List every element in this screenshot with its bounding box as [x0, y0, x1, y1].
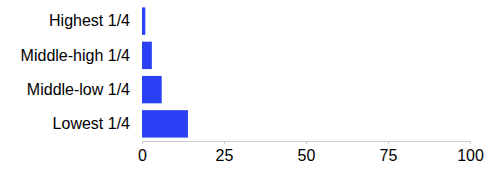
category-label: Middle-high 1/4: [21, 46, 131, 63]
bar: [142, 76, 162, 103]
category-tick: Middle-high 1/4: [21, 46, 131, 63]
category-tick: Middle-low 1/4: [27, 81, 130, 98]
category-label: Middle-low 1/4: [27, 81, 130, 98]
category-tick: Highest 1/4: [49, 12, 130, 29]
y-axis: Highest 1/4 Middle-high 1/4 Middle-low 1/4…: [21, 12, 131, 132]
tick-mark: [388, 141, 389, 144]
tick: 25: [216, 141, 234, 164]
tick: 50: [298, 141, 316, 164]
tick-label: 0: [138, 147, 147, 164]
bar: [142, 110, 188, 137]
category-tick: Lowest 1/4: [53, 115, 130, 132]
category-label: Lowest 1/4: [53, 115, 130, 132]
bars: [142, 7, 188, 137]
tick-label: 50: [298, 147, 316, 164]
x-axis: 0 25 50 75 100: [138, 141, 484, 164]
chart: 0 25 50 75 100 Highest 1/4 Middle-high 1/4 Midd…: [0, 0, 500, 175]
tick-mark: [470, 141, 471, 144]
tick-mark: [224, 141, 225, 144]
tick-mark: [142, 141, 143, 144]
tick: 0: [138, 141, 147, 164]
tick-mark: [306, 141, 307, 144]
tick-label: 25: [216, 147, 234, 164]
bar: [142, 7, 145, 34]
tick-label: 75: [380, 147, 398, 164]
tick: 75: [380, 141, 398, 164]
category-label: Highest 1/4: [49, 12, 130, 29]
bar: [142, 42, 152, 69]
tick-label: 100: [457, 147, 484, 164]
axis-line: [143, 142, 471, 145]
tick: 100: [457, 141, 484, 164]
